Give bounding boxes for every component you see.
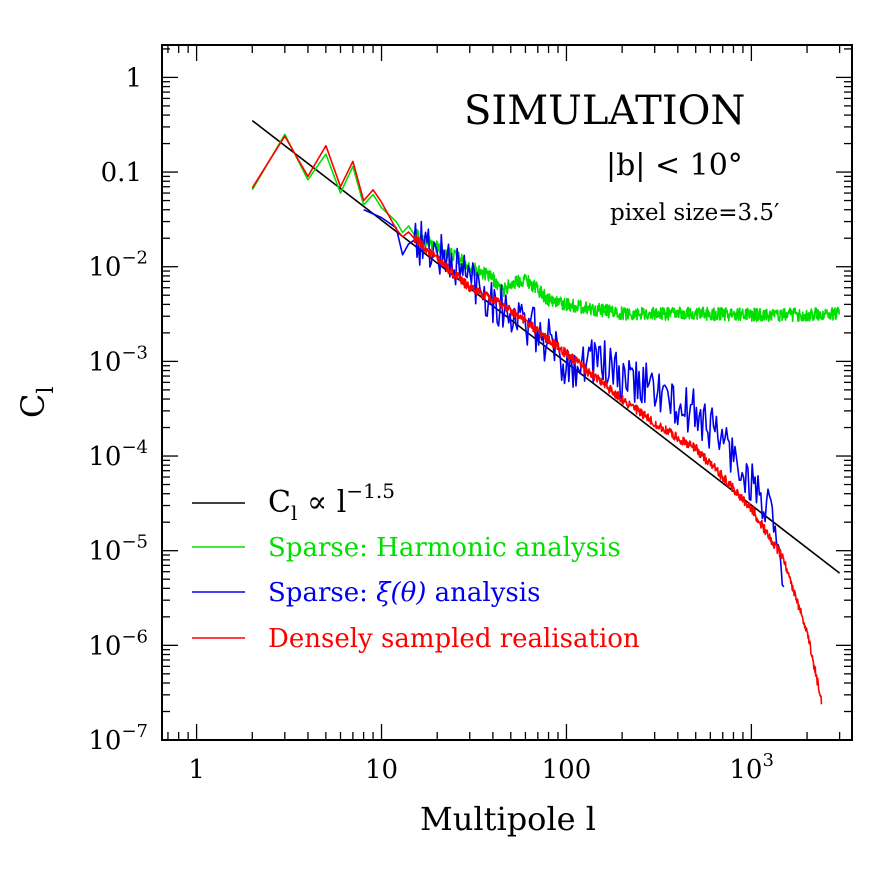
data-series xyxy=(251,119,841,705)
plot-border xyxy=(161,44,853,741)
legend: Cl ∝ l−1.5 Sparse: Harmonic analysis Spars… xyxy=(192,479,640,654)
y-axis-label-sub: l xyxy=(34,386,59,393)
tick-labels: 1 10 100 103 1 0.1 10−2 10−3 10−4 10−5 10−6 10−7 xyxy=(88,63,774,785)
x-tick-label: 10 xyxy=(365,755,398,785)
y-tick-label: 10−3 xyxy=(88,342,148,377)
simulation-title: SIMULATION xyxy=(464,88,745,134)
series-line-harmonic xyxy=(251,133,841,323)
legend-label-harmonic: Sparse: Harmonic analysis xyxy=(268,533,621,563)
y-tick-label: 1 xyxy=(125,63,142,93)
y-tick-label: 10−7 xyxy=(88,721,148,756)
annotations: SIMULATION |b| < 10° pixel size=3.5′ xyxy=(464,88,779,226)
pixel-size-label: pixel size=3.5′ xyxy=(610,200,779,226)
latitude-cut-label: |b| < 10° xyxy=(606,148,743,183)
y-axis-label: Cl xyxy=(14,386,59,418)
y-tick-label: 10−2 xyxy=(88,248,148,283)
x-tick-label: 103 xyxy=(729,750,774,785)
series-line-dense xyxy=(251,135,823,705)
x-tick-label: 1 xyxy=(188,755,205,785)
x-tick-label: 100 xyxy=(542,755,592,785)
plot-frame xyxy=(161,44,853,741)
x-axis-label: Multipole l xyxy=(420,800,596,838)
y-tick-label: 0.1 xyxy=(101,158,142,188)
legend-label-xi: Sparse: ξ(θ) analysis xyxy=(268,578,540,608)
axis-labels: Multipole l Cl xyxy=(14,386,596,838)
y-axis-label-main: C xyxy=(14,394,52,418)
y-tick-label: 10−4 xyxy=(88,437,148,472)
axis-ticks xyxy=(162,45,852,741)
series-line-xi xyxy=(363,208,785,588)
legend-label-dense: Densely sampled realisation xyxy=(268,624,640,654)
y-tick-label: 10−5 xyxy=(88,532,148,567)
legend-label-powerlaw: Cl ∝ l−1.5 xyxy=(268,479,395,525)
y-tick-label: 10−6 xyxy=(88,626,148,661)
